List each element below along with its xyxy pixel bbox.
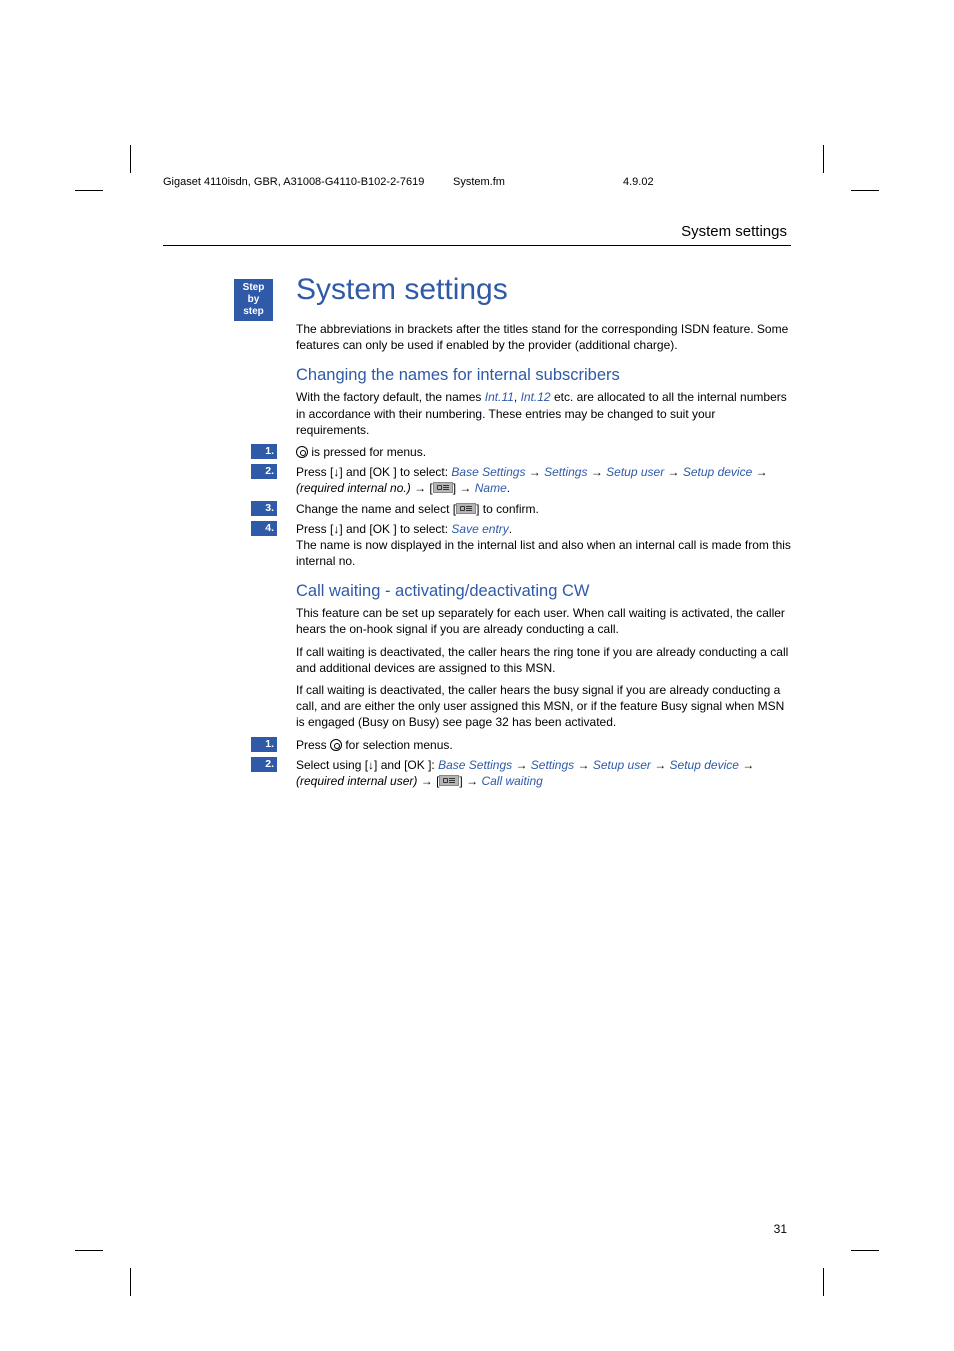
crop-mark [75,1250,103,1251]
menu-key-icon [456,503,476,514]
section-heading-names: Changing the names for internal subscrib… [296,366,791,385]
nav-key-icon [296,446,308,458]
link-settings[interactable]: Settings [531,758,574,772]
step-number: 1. [251,444,277,459]
crop-mark [851,190,879,191]
step-number: 1. [251,737,277,752]
crop-mark [130,1268,131,1296]
page-header: Gigaset 4110isdn, GBR, A31008-G4110-B102… [163,176,787,188]
step-1: 1. is pressed for menus. [296,444,791,460]
header-date: 4.9.02 [623,176,654,188]
link-settings[interactable]: Settings [544,465,587,479]
page-number: 31 [774,1222,787,1236]
section2-p1: This feature can be set up separately fo… [296,605,791,637]
crop-mark [823,1268,824,1296]
step-3: 3. Change the name and select [] to conf… [296,501,791,517]
link-int11[interactable]: Int.11 [485,390,514,404]
crop-mark [130,145,131,173]
header-doc: Gigaset 4110isdn, GBR, A31008-G4110-B102… [163,176,453,188]
link-base-settings[interactable]: Base Settings [438,758,512,772]
link-setup-device[interactable]: Setup device [670,758,739,772]
running-title: System settings [681,223,787,240]
link-save-entry[interactable]: Save entry [451,522,508,536]
header-file: System.fm [453,176,623,188]
content-column: System settings The abbreviations in bra… [296,273,791,793]
link-setup-device[interactable]: Setup device [683,465,752,479]
menu-key-icon [439,775,459,786]
nav-key-icon [330,739,342,751]
step-4: 4. Press [↓] and [OK ] to select: Save e… [296,521,791,570]
step-number: 2. [251,464,277,479]
section2-p2: If call waiting is deactivated, the call… [296,644,791,676]
crop-mark [75,190,103,191]
step-number: 4. [251,521,277,536]
page-title: System settings [296,273,791,307]
step-number: 2. [251,757,277,772]
link-call-waiting[interactable]: Call waiting [481,774,542,788]
crop-mark [851,1250,879,1251]
link-name[interactable]: Name [475,481,507,495]
crop-mark [823,145,824,173]
link-int12[interactable]: Int.12 [521,390,551,404]
step-number: 3. [251,501,277,516]
cw-step-2: 2. Select using [↓] and [OK ]: Base Sett… [296,757,791,789]
section1-lead: With the factory default, the names Int.… [296,389,791,438]
step-by-step-badge: Step by step [234,279,273,321]
section2-p3: If call waiting is deactivated, the call… [296,682,791,731]
intro-paragraph: The abbreviations in brackets after the … [296,321,791,353]
link-setup-user[interactable]: Setup user [606,465,664,479]
link-setup-user[interactable]: Setup user [593,758,651,772]
running-rule [163,245,791,246]
step-2: 2. Press [↓] and [OK ] to select: Base S… [296,464,791,496]
section-heading-call-waiting: Call waiting - activating/deactivating C… [296,582,791,601]
menu-key-icon [433,482,453,493]
cw-step-1: 1. Press for selection menus. [296,737,791,753]
link-base-settings[interactable]: Base Settings [451,465,525,479]
